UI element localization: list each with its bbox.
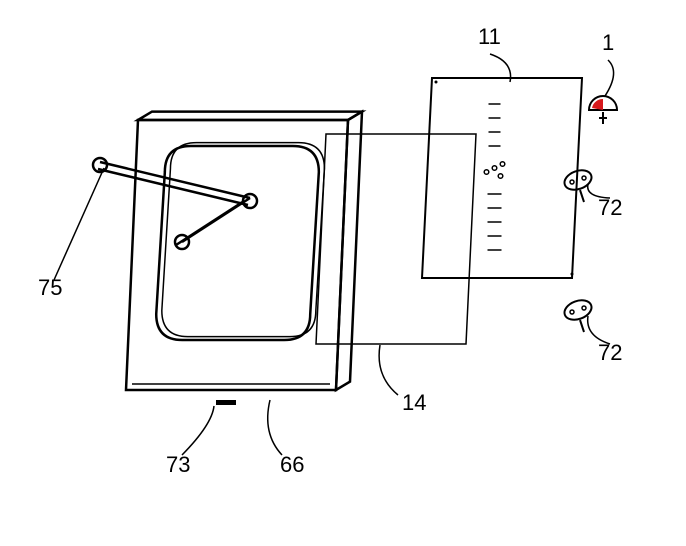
frame-66 — [126, 112, 362, 390]
leader-part_1 — [605, 60, 614, 96]
label-part_72b: 72 — [598, 340, 622, 365]
label-part_73: 73 — [166, 452, 190, 477]
leader-part_73 — [182, 406, 214, 455]
handle-75 — [93, 158, 257, 249]
leader-part_14 — [379, 345, 398, 395]
label-part_72a: 72 — [598, 195, 622, 220]
label-part_14: 14 — [402, 390, 426, 415]
label-part_11: 11 — [478, 24, 501, 49]
label-part_75: 75 — [38, 275, 62, 300]
label-part_1: 1 — [602, 30, 614, 55]
leader-part_66 — [268, 400, 282, 455]
leader-part_75 — [54, 168, 104, 280]
label-part_66: 66 — [280, 452, 304, 477]
knob-1 — [589, 96, 617, 124]
backplate-11 — [422, 78, 582, 278]
pin-73 — [216, 400, 236, 405]
